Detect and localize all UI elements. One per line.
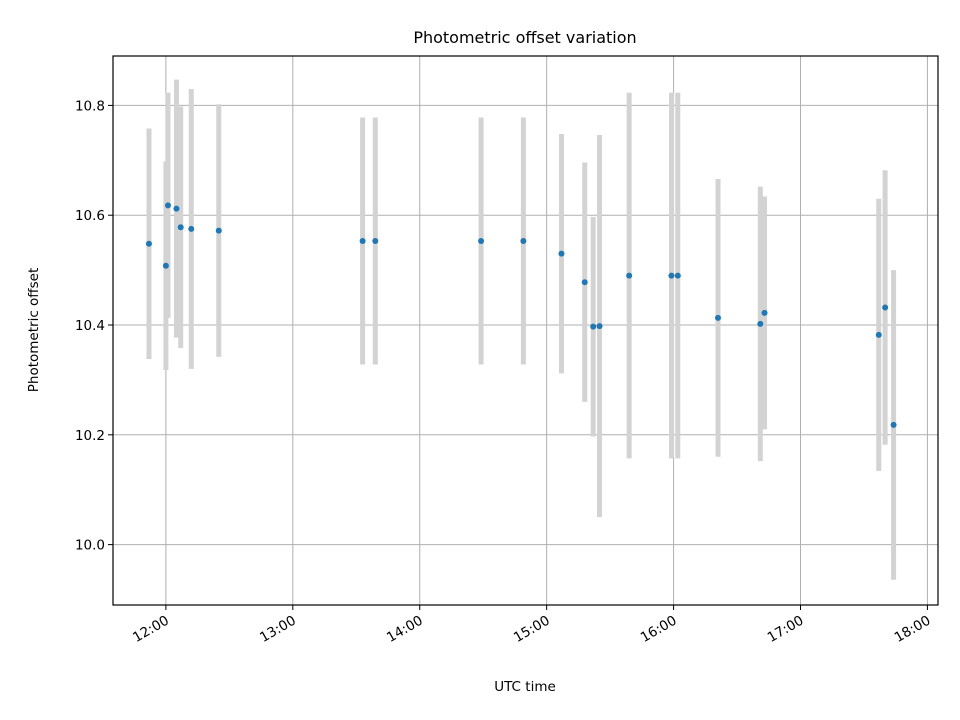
data-point bbox=[590, 323, 597, 330]
data-point bbox=[596, 323, 603, 330]
data-point bbox=[145, 240, 152, 247]
data-point bbox=[715, 314, 721, 321]
data-point bbox=[757, 320, 764, 327]
y-tick-label: 10.6 bbox=[75, 208, 105, 224]
data-point bbox=[890, 421, 897, 428]
y-tick-label: 10.2 bbox=[75, 428, 105, 444]
data-point bbox=[188, 225, 195, 232]
data-point bbox=[626, 272, 633, 279]
data-point bbox=[520, 238, 527, 245]
data-points bbox=[145, 202, 897, 428]
data-point bbox=[359, 238, 366, 245]
data-point bbox=[177, 224, 184, 231]
data-point bbox=[882, 304, 889, 311]
data-point bbox=[372, 238, 379, 245]
data-point bbox=[165, 202, 171, 209]
data-point bbox=[674, 272, 681, 279]
y-tick-label: 10.8 bbox=[75, 98, 105, 114]
data-point bbox=[215, 227, 222, 234]
y-tick-label: 10.0 bbox=[75, 538, 105, 554]
data-point bbox=[875, 331, 882, 338]
data-point bbox=[761, 309, 768, 316]
data-point bbox=[581, 279, 588, 286]
data-point bbox=[162, 262, 169, 269]
y-tick-label: 10.4 bbox=[75, 318, 105, 334]
data-point bbox=[558, 250, 565, 257]
data-point bbox=[478, 238, 485, 245]
plot-frame bbox=[112, 55, 939, 606]
y-axis-ticks: 10.0 10.2 10.4 10.6 10.8 bbox=[75, 98, 113, 554]
data-point bbox=[668, 272, 675, 279]
x-axis-label: UTC time bbox=[494, 679, 556, 695]
y-axis-label: Photometric offset bbox=[26, 268, 42, 392]
data-point bbox=[173, 205, 180, 212]
chart-title: Photometric offset variation bbox=[413, 28, 636, 47]
